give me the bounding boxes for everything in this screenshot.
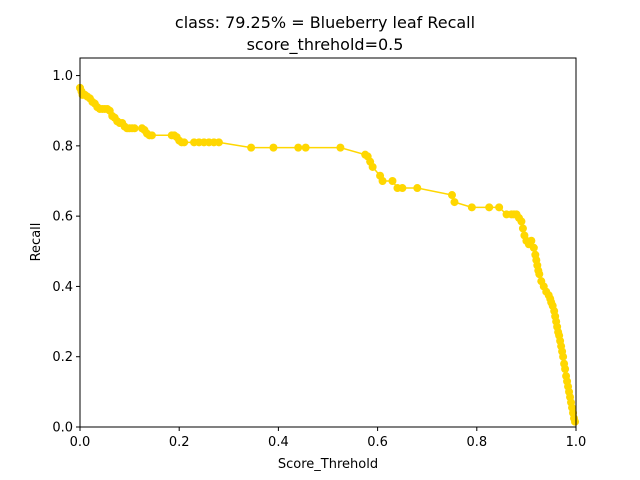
y-axis-label: Recall bbox=[29, 223, 44, 262]
x-axis: 0.0 0.2 0.4 0.6 0.8 1.0 bbox=[70, 427, 587, 450]
data-point bbox=[180, 138, 189, 147]
data-point bbox=[294, 143, 303, 152]
data-point bbox=[448, 191, 456, 200]
data-point bbox=[336, 143, 345, 152]
x-tick-label: 1.0 bbox=[566, 435, 587, 450]
data-point bbox=[301, 143, 310, 152]
chart-title: class: 79.25% = Blueberry leaf Recall bbox=[175, 13, 475, 32]
data-point bbox=[527, 236, 536, 245]
data-point bbox=[467, 203, 476, 212]
y-tick-label: 0.8 bbox=[52, 139, 73, 154]
y-tick-label: 1.0 bbox=[52, 69, 73, 84]
data-point bbox=[529, 243, 538, 252]
data-point bbox=[561, 365, 570, 374]
data-point bbox=[214, 138, 223, 147]
data-point bbox=[247, 143, 256, 152]
data-point bbox=[485, 203, 494, 212]
y-tick-label: 0.6 bbox=[52, 210, 73, 225]
x-tick-label: 0.2 bbox=[169, 435, 190, 450]
data-point bbox=[147, 131, 156, 140]
data-point bbox=[495, 203, 504, 212]
data-point bbox=[559, 352, 568, 361]
x-tick-label: 0.4 bbox=[268, 435, 289, 450]
x-axis-label: Score_Threhold bbox=[278, 457, 378, 472]
data-point bbox=[450, 198, 459, 207]
x-tick-label: 0.8 bbox=[466, 435, 487, 450]
data-point bbox=[368, 162, 377, 171]
data-point bbox=[413, 184, 422, 193]
data-point bbox=[517, 217, 526, 226]
data-point bbox=[378, 177, 387, 185]
y-tick-label: 0.0 bbox=[52, 421, 73, 436]
data-point bbox=[535, 270, 544, 279]
data-point bbox=[269, 143, 278, 152]
data-point bbox=[398, 184, 407, 193]
chart-subtitle: score_threhold=0.5 bbox=[247, 35, 404, 55]
data-point bbox=[571, 417, 580, 426]
x-tick-label: 0.6 bbox=[367, 435, 388, 450]
y-tick-label: 0.4 bbox=[52, 280, 73, 295]
plot-area bbox=[76, 83, 580, 426]
y-tick-label: 0.2 bbox=[52, 350, 73, 365]
x-tick-label: 0.0 bbox=[70, 435, 91, 450]
plot-frame bbox=[79, 57, 577, 428]
y-axis: 0.0 0.2 0.4 0.6 0.8 1.0 bbox=[52, 69, 80, 436]
data-point bbox=[388, 177, 397, 185]
data-point bbox=[518, 224, 527, 233]
data-point bbox=[130, 124, 139, 133]
